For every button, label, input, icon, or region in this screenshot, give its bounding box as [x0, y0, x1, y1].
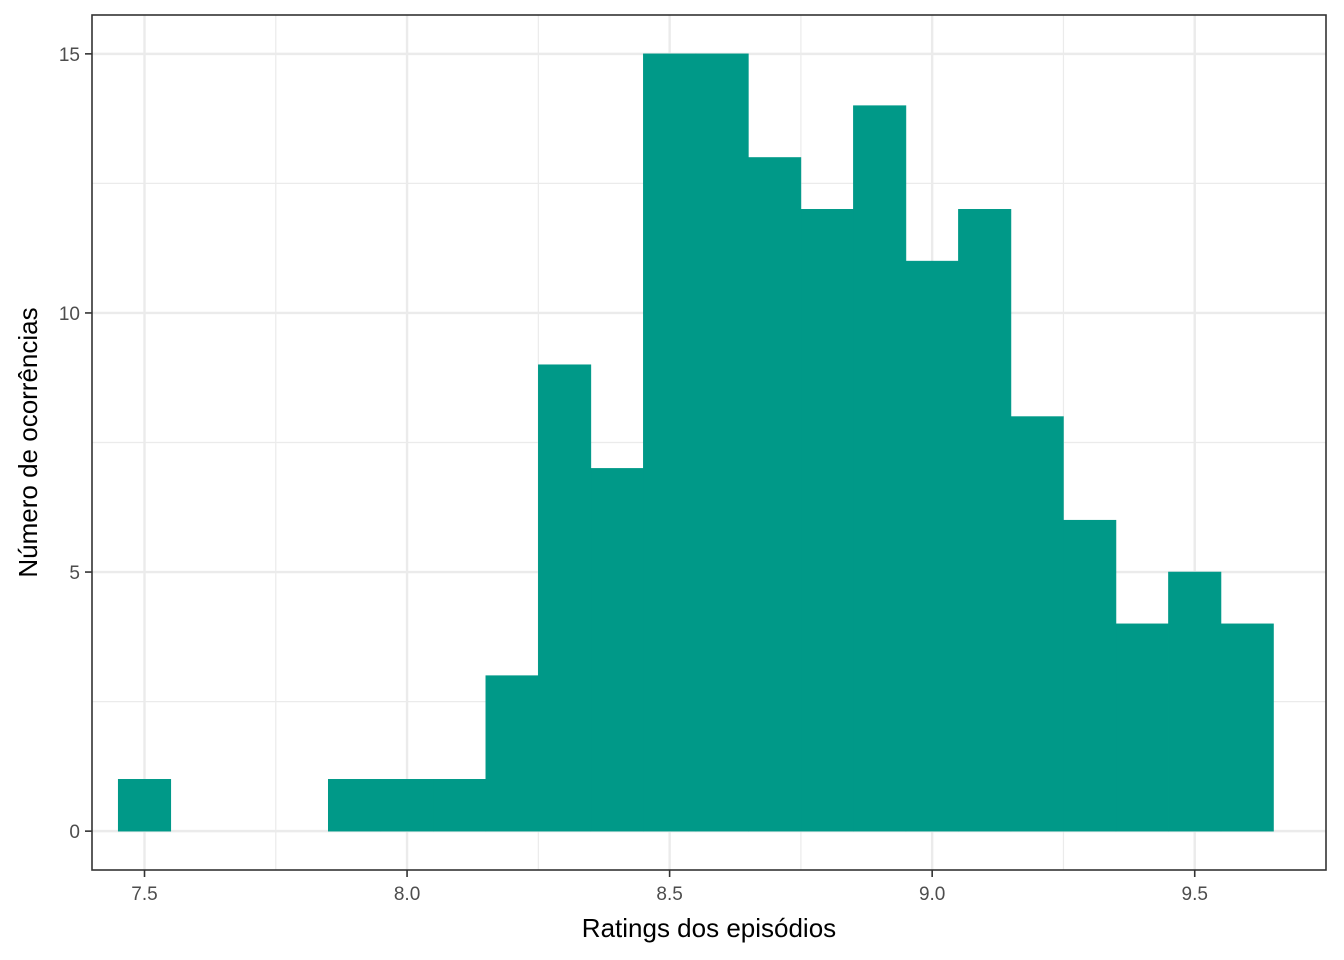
histogram-bars	[117, 53, 1274, 832]
histogram-bar	[1063, 519, 1117, 832]
histogram-bar	[327, 779, 382, 832]
panel-border	[91, 14, 1327, 871]
x-tick-label: 9.5	[1182, 884, 1208, 905]
histogram-bar	[905, 260, 959, 832]
y-axis-title: Número de ocorrências	[13, 307, 43, 577]
histogram-bar	[643, 53, 697, 832]
x-tick-label: 9.0	[919, 884, 945, 905]
histogram-bar	[1168, 571, 1222, 832]
y-tick-label: 15	[59, 45, 80, 66]
histogram-bar	[1115, 623, 1169, 832]
histogram-bar	[538, 364, 592, 832]
histogram-bar	[800, 209, 854, 832]
axis-ticks: 7.5 8.0 8.5 9.0 9.5 0 5 10 15	[59, 45, 1208, 905]
histogram-bar	[1010, 416, 1064, 832]
y-tick-label: 0	[69, 822, 80, 843]
y-tick-label: 5	[69, 563, 80, 584]
y-tick-label: 10	[59, 304, 80, 325]
histogram-bar	[433, 779, 487, 832]
x-axis-title: Ratings dos episódios	[582, 913, 836, 943]
histogram-bar	[695, 53, 749, 832]
histogram-bar	[485, 675, 539, 832]
histogram-bar	[1220, 623, 1274, 832]
x-tick-label: 7.5	[131, 884, 157, 905]
histogram-bar	[853, 105, 907, 832]
x-tick-label: 8.5	[656, 884, 682, 905]
histogram-bar	[590, 468, 644, 832]
histogram-bar	[380, 779, 434, 832]
histogram-bar	[748, 157, 802, 832]
x-tick-label: 8.0	[394, 884, 420, 905]
histogram-bar	[958, 209, 1012, 832]
histogram-bar	[117, 779, 172, 832]
